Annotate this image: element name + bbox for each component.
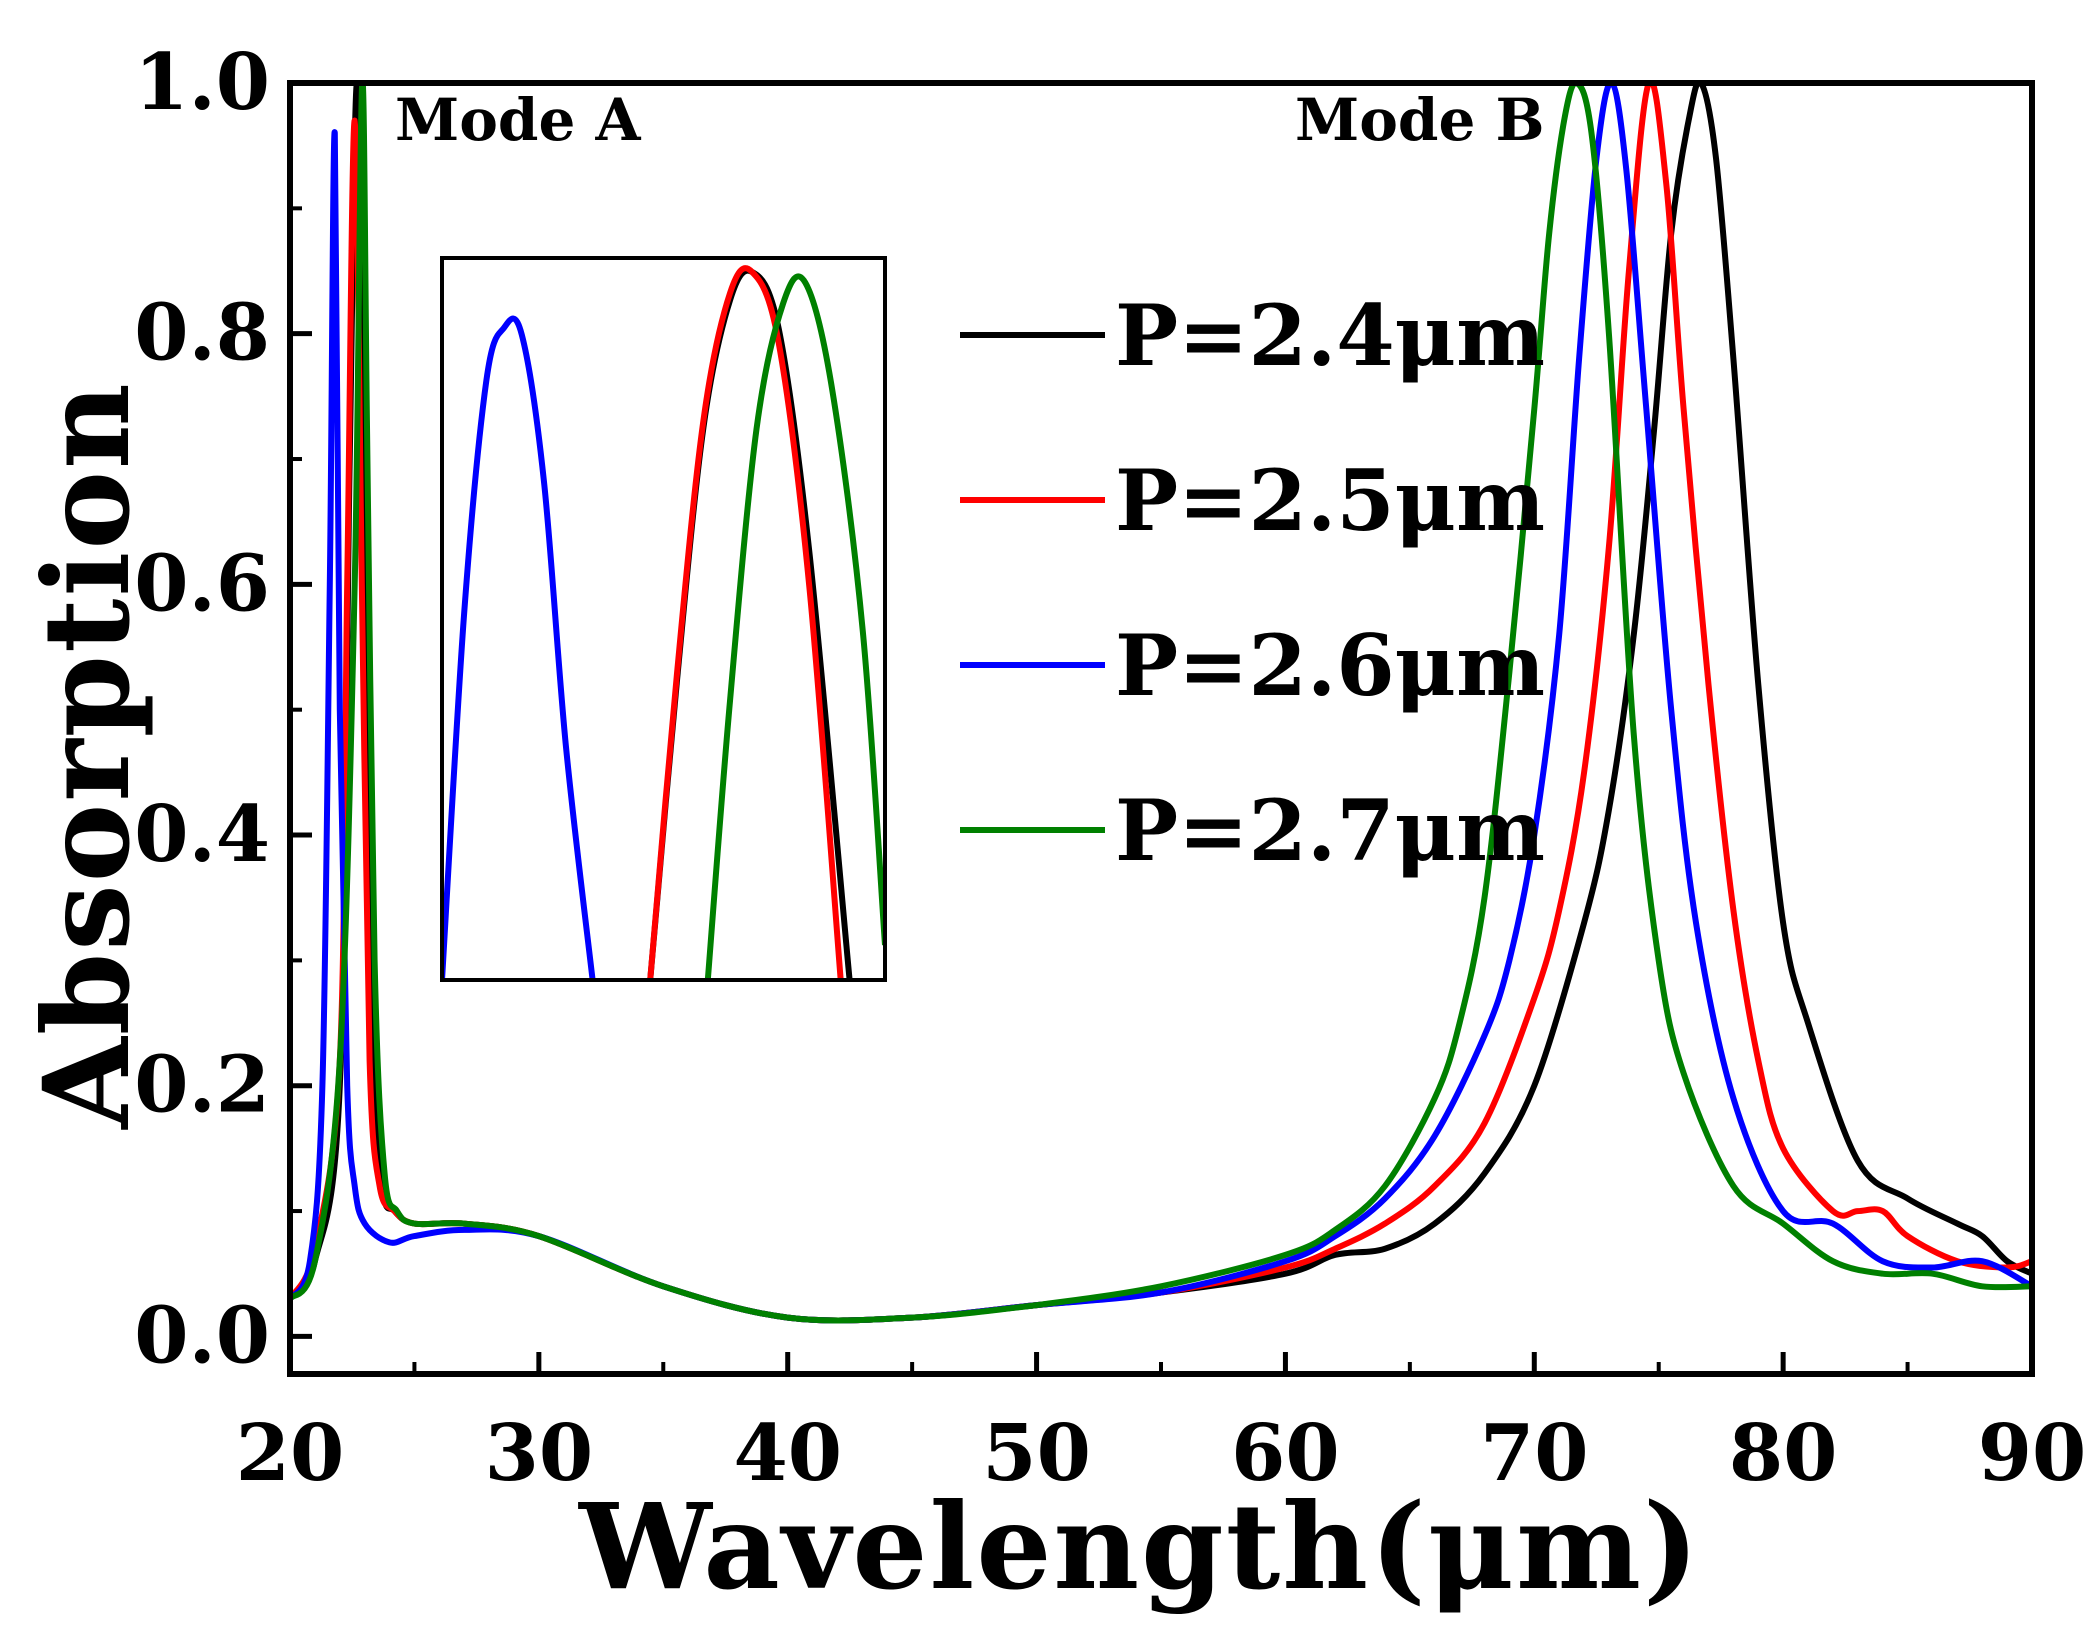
series-line-4	[290, 83, 2032, 1324]
series-line-3	[290, 83, 2032, 1324]
x-tick-label: 30	[485, 1408, 594, 1499]
legend: P=2.4μm P=2.5μm P=2.6μm P=2.7μm	[960, 286, 1545, 880]
x-tick-label: 70	[1480, 1408, 1589, 1499]
y-tick-label: 0.6	[134, 538, 270, 629]
y-tick-label: 0.0	[134, 1290, 270, 1381]
y-tick-label: 0.8	[134, 288, 270, 379]
x-axis-title: Wavelength(μm)	[577, 1477, 1701, 1616]
legend-label-1: P=2.4μm	[1115, 286, 1545, 385]
inset-series-line-2	[647, 265, 844, 980]
inset-series-line-4	[704, 273, 885, 980]
y-tick-label: 0.2	[134, 1040, 270, 1131]
x-tick-label: 20	[236, 1408, 345, 1499]
x-tick-label: 40	[733, 1408, 842, 1499]
inset-plot	[440, 256, 887, 982]
x-tick-label: 60	[1231, 1408, 1340, 1499]
legend-label-2: P=2.5μm	[1115, 451, 1545, 550]
x-tick-label: 80	[1729, 1408, 1838, 1499]
plot-area	[290, 83, 2032, 1324]
legend-label-3: P=2.6μm	[1115, 616, 1545, 715]
y-tick-label: 0.4	[134, 789, 270, 880]
y-axis-title: Absorption	[17, 381, 156, 1130]
x-tick-label: 50	[982, 1408, 1091, 1499]
x-tick-label: 90	[1978, 1408, 2087, 1499]
annotation-mode-b: Mode B	[1295, 86, 1545, 154]
series-line-1	[290, 83, 2032, 1324]
annotation-mode-a: Mode A	[395, 86, 642, 154]
axes: 20 30 40 50 60 70 80 90 0.0 0.2 0.4 0.6 0.8 1.0	[134, 37, 2086, 1499]
y-tick-label: 1.0	[134, 37, 270, 128]
legend-label-4: P=2.7μm	[1115, 781, 1545, 880]
inset-series-line-3	[442, 315, 596, 980]
inset-frame	[440, 256, 887, 982]
series-line-2	[290, 83, 2032, 1324]
